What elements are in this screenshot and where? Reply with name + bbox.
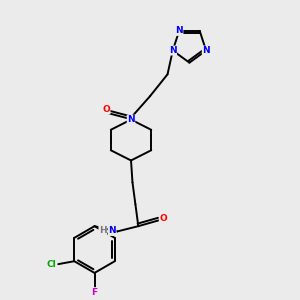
Text: O: O [102,105,110,114]
Text: N: N [169,46,177,55]
Text: N: N [202,46,210,55]
Text: N: N [127,115,135,124]
Text: O: O [159,214,167,224]
Text: Cl: Cl [47,260,57,268]
Text: N: N [108,226,116,235]
Text: N: N [175,26,183,35]
Text: H: H [99,226,106,235]
Text: N: N [108,226,116,235]
Text: F: F [92,288,98,297]
